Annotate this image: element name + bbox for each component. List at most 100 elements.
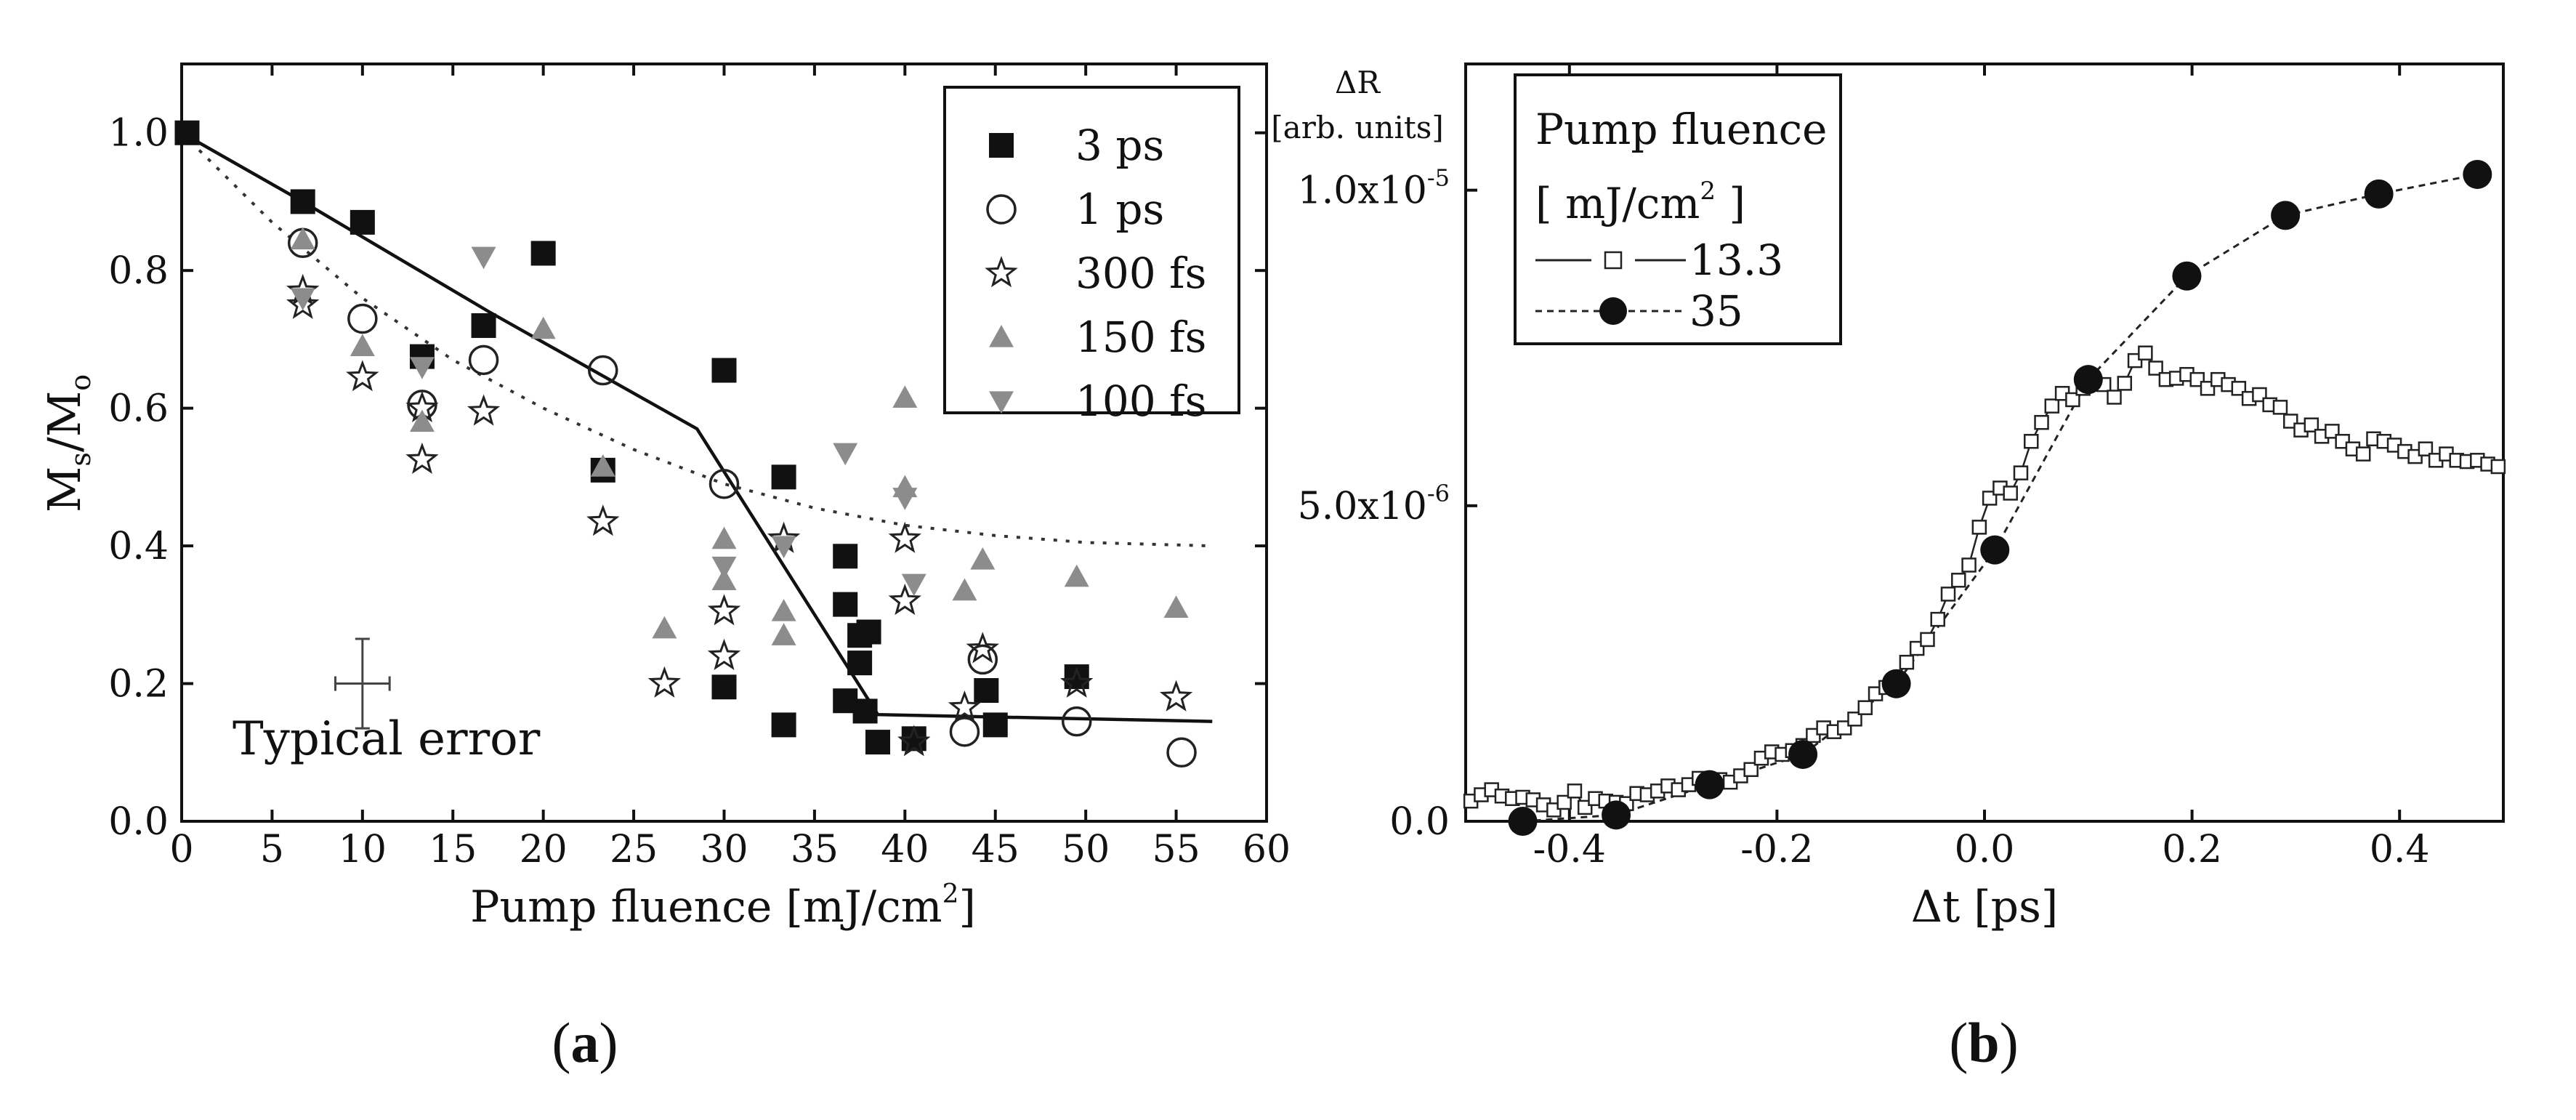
chart-a-point-3-ps	[711, 674, 737, 700]
chart-a-x-tick-label: 40	[881, 828, 929, 871]
chart-b-point-13.3	[2138, 345, 2153, 360]
chart-b-legend-marker-13.3	[1604, 251, 1623, 270]
chart-b-legend-box	[1514, 73, 1842, 345]
chart-a-solid-curve	[180, 131, 1213, 723]
chart-a-legend-marker	[986, 194, 1017, 225]
chart-a-point-1-ps	[1061, 706, 1092, 737]
chart-b-point-35	[1980, 535, 2010, 565]
chart-a-ylabel: Ms/Mo	[38, 374, 97, 512]
chart-a-point-100-fs	[290, 288, 315, 311]
chart-a-x-tick-label: 10	[339, 828, 387, 871]
chart-b-point-13.3	[1920, 632, 1935, 648]
chart-b-y-tick-label: 1.0x10-5	[1298, 164, 1450, 213]
chart-a-point-100-fs	[471, 246, 496, 270]
chart-a-y-tick-label: 1.0	[108, 112, 169, 156]
chart-b-legend-units: [ mJ/cm2 ]	[1535, 177, 1745, 228]
chart-a-point-3-ps	[865, 730, 891, 755]
chart-b-x-tick-label: -0.4	[1533, 828, 1606, 871]
chart-b-point-13.3	[1857, 700, 1873, 715]
chart-a-point-150-fs	[409, 409, 435, 432]
chart-a-annotation: Typical error	[233, 712, 541, 766]
chart-b-legend-marker-35	[1599, 297, 1627, 325]
chart-b-y-tick-label: 0.0	[1389, 800, 1450, 844]
chart-a-y-tick-label: 0.0	[108, 800, 169, 844]
chart-a-point-300-fs	[888, 521, 921, 553]
chart-a-x-tick-label: 25	[610, 828, 658, 871]
chart-b-point-13.3	[1971, 520, 1987, 535]
chart-b-point-35	[2364, 179, 2394, 209]
chart-a-y-tick-label: 0.4	[108, 525, 169, 568]
chart-a-point-300-fs	[966, 632, 999, 664]
chart-a-x-tick-label: 35	[791, 828, 839, 871]
chart-a-x-tick-label: 5	[260, 828, 284, 871]
chart-a-typical-error-bar	[334, 637, 391, 730]
chart-b-y-tick-label: 5.0x10-6	[1298, 480, 1450, 528]
chart-a: 0 5 10 15 20 25 30 35 40 45 50 55 60 0.0 0.2 0.4 0.6 0.8 1…	[38, 63, 1291, 932]
chart-b-point-35	[1695, 770, 1724, 799]
chart-b-series-13.3-line	[1470, 351, 2499, 811]
chart-a-legend-marker	[989, 133, 1014, 158]
chart-a-point-300-fs	[1159, 680, 1193, 712]
chart-a-point-100-fs	[892, 488, 918, 510]
chart-a-tick-labels: 0 5 10 15 20 25 30 35 40 45 50 55 60 0.0 0.2 0.4 0.6 0.8 1…	[108, 112, 1291, 871]
chart-a-point-3-ps	[852, 698, 878, 724]
chart-a-point-3-ps	[711, 358, 737, 383]
chart-a-dotted-curve	[180, 132, 1213, 548]
chart-a-point-300-fs	[467, 394, 501, 426]
chart-a-point-150-fs	[970, 547, 996, 570]
chart-b-point-13.3	[2003, 486, 2018, 501]
chart-a-point-3-ps	[290, 189, 315, 214]
chart-b-legend-label-13.3: 13.3	[1689, 235, 1783, 285]
chart-a-x-tick-label: 0	[169, 828, 193, 871]
chart-b-point-13.3	[2272, 400, 2288, 415]
chart-a-point-150-fs	[711, 568, 737, 591]
chart-b-point-13.3	[2065, 392, 2080, 408]
chart-a-x-tick-label: 30	[700, 828, 748, 871]
chart-a-point-300-fs	[405, 442, 439, 474]
chart-b-point-13.3	[2490, 459, 2506, 475]
chart-a-point-3-ps	[974, 678, 999, 704]
chart-a-legend-marker	[989, 391, 1014, 414]
chart-a-point-300-fs	[586, 504, 620, 536]
chart-a-point-150-fs	[892, 385, 918, 408]
chart-a-point-150-fs	[350, 334, 375, 356]
chart-a-x-tick-label: 55	[1152, 828, 1200, 871]
chart-b-x-tick-label: 0.2	[2162, 828, 2222, 871]
chart-a-point-150-fs	[771, 623, 796, 645]
chart-b-point-13.3	[1567, 783, 1583, 799]
chart-b-point-35	[1788, 739, 1818, 769]
chart-a-point-100-fs	[833, 443, 858, 466]
chart-a-legend-label: 150 fs	[1075, 313, 1206, 362]
chart-b-data-points	[1463, 159, 2506, 836]
chart-b-ticks	[1466, 64, 2402, 823]
chart-b-point-35	[2172, 261, 2202, 291]
chart-b: -0.4 -0.2 0.0 0.2 0.4 0.0 5.0x10-6 1.0x10-5 Δt …	[1271, 63, 2506, 932]
chart-a-point-3-ps	[856, 619, 881, 645]
chart-a-legend-label: 100 fs	[1075, 376, 1206, 426]
chart-a-xlabel: Pump fluence [mJ/cm2]	[470, 879, 976, 932]
chart-a-point-3-ps	[982, 712, 1008, 738]
chart-a-point-100-fs	[901, 573, 926, 597]
chart-a-x-tick-label: 60	[1243, 828, 1291, 871]
chart-b-point-13.3	[2418, 441, 2434, 456]
chart-b-tick-labels: -0.4 -0.2 0.0 0.2 0.4 0.0 5.0x10-6 1.0x10-5	[1298, 164, 2430, 871]
chart-a-point-3-ps	[833, 544, 858, 569]
chart-b-point-35	[2271, 201, 2301, 230]
chart-a-y-tick-label: 0.2	[108, 663, 169, 706]
chart-a-point-100-fs	[409, 357, 435, 379]
chart-a-point-150-fs	[290, 227, 315, 250]
chart-a-point-300-fs	[1060, 666, 1094, 698]
chart-a-y-tick-label: 0.6	[108, 387, 169, 431]
chart-b-point-13.3	[1899, 654, 1915, 670]
chart-a-point-1-ps	[468, 345, 499, 376]
chart-a-point-150-fs	[652, 616, 677, 639]
chart-b-point-13.3	[1951, 573, 1966, 588]
chart-b-xlabel: Δt [ps]	[1911, 882, 2059, 932]
chart-a-point-150-fs	[1064, 564, 1089, 587]
chart-a-legend: 3 ps 1 ps 300 fs 150 fs 100 fs	[943, 86, 1240, 426]
chart-b-point-35	[2073, 365, 2103, 395]
chart-b-point-35	[1508, 807, 1538, 836]
chart-b-point-35	[1602, 800, 1631, 830]
chart-b-point-13.3	[2024, 434, 2039, 449]
chart-a-point-3-ps	[530, 241, 556, 266]
